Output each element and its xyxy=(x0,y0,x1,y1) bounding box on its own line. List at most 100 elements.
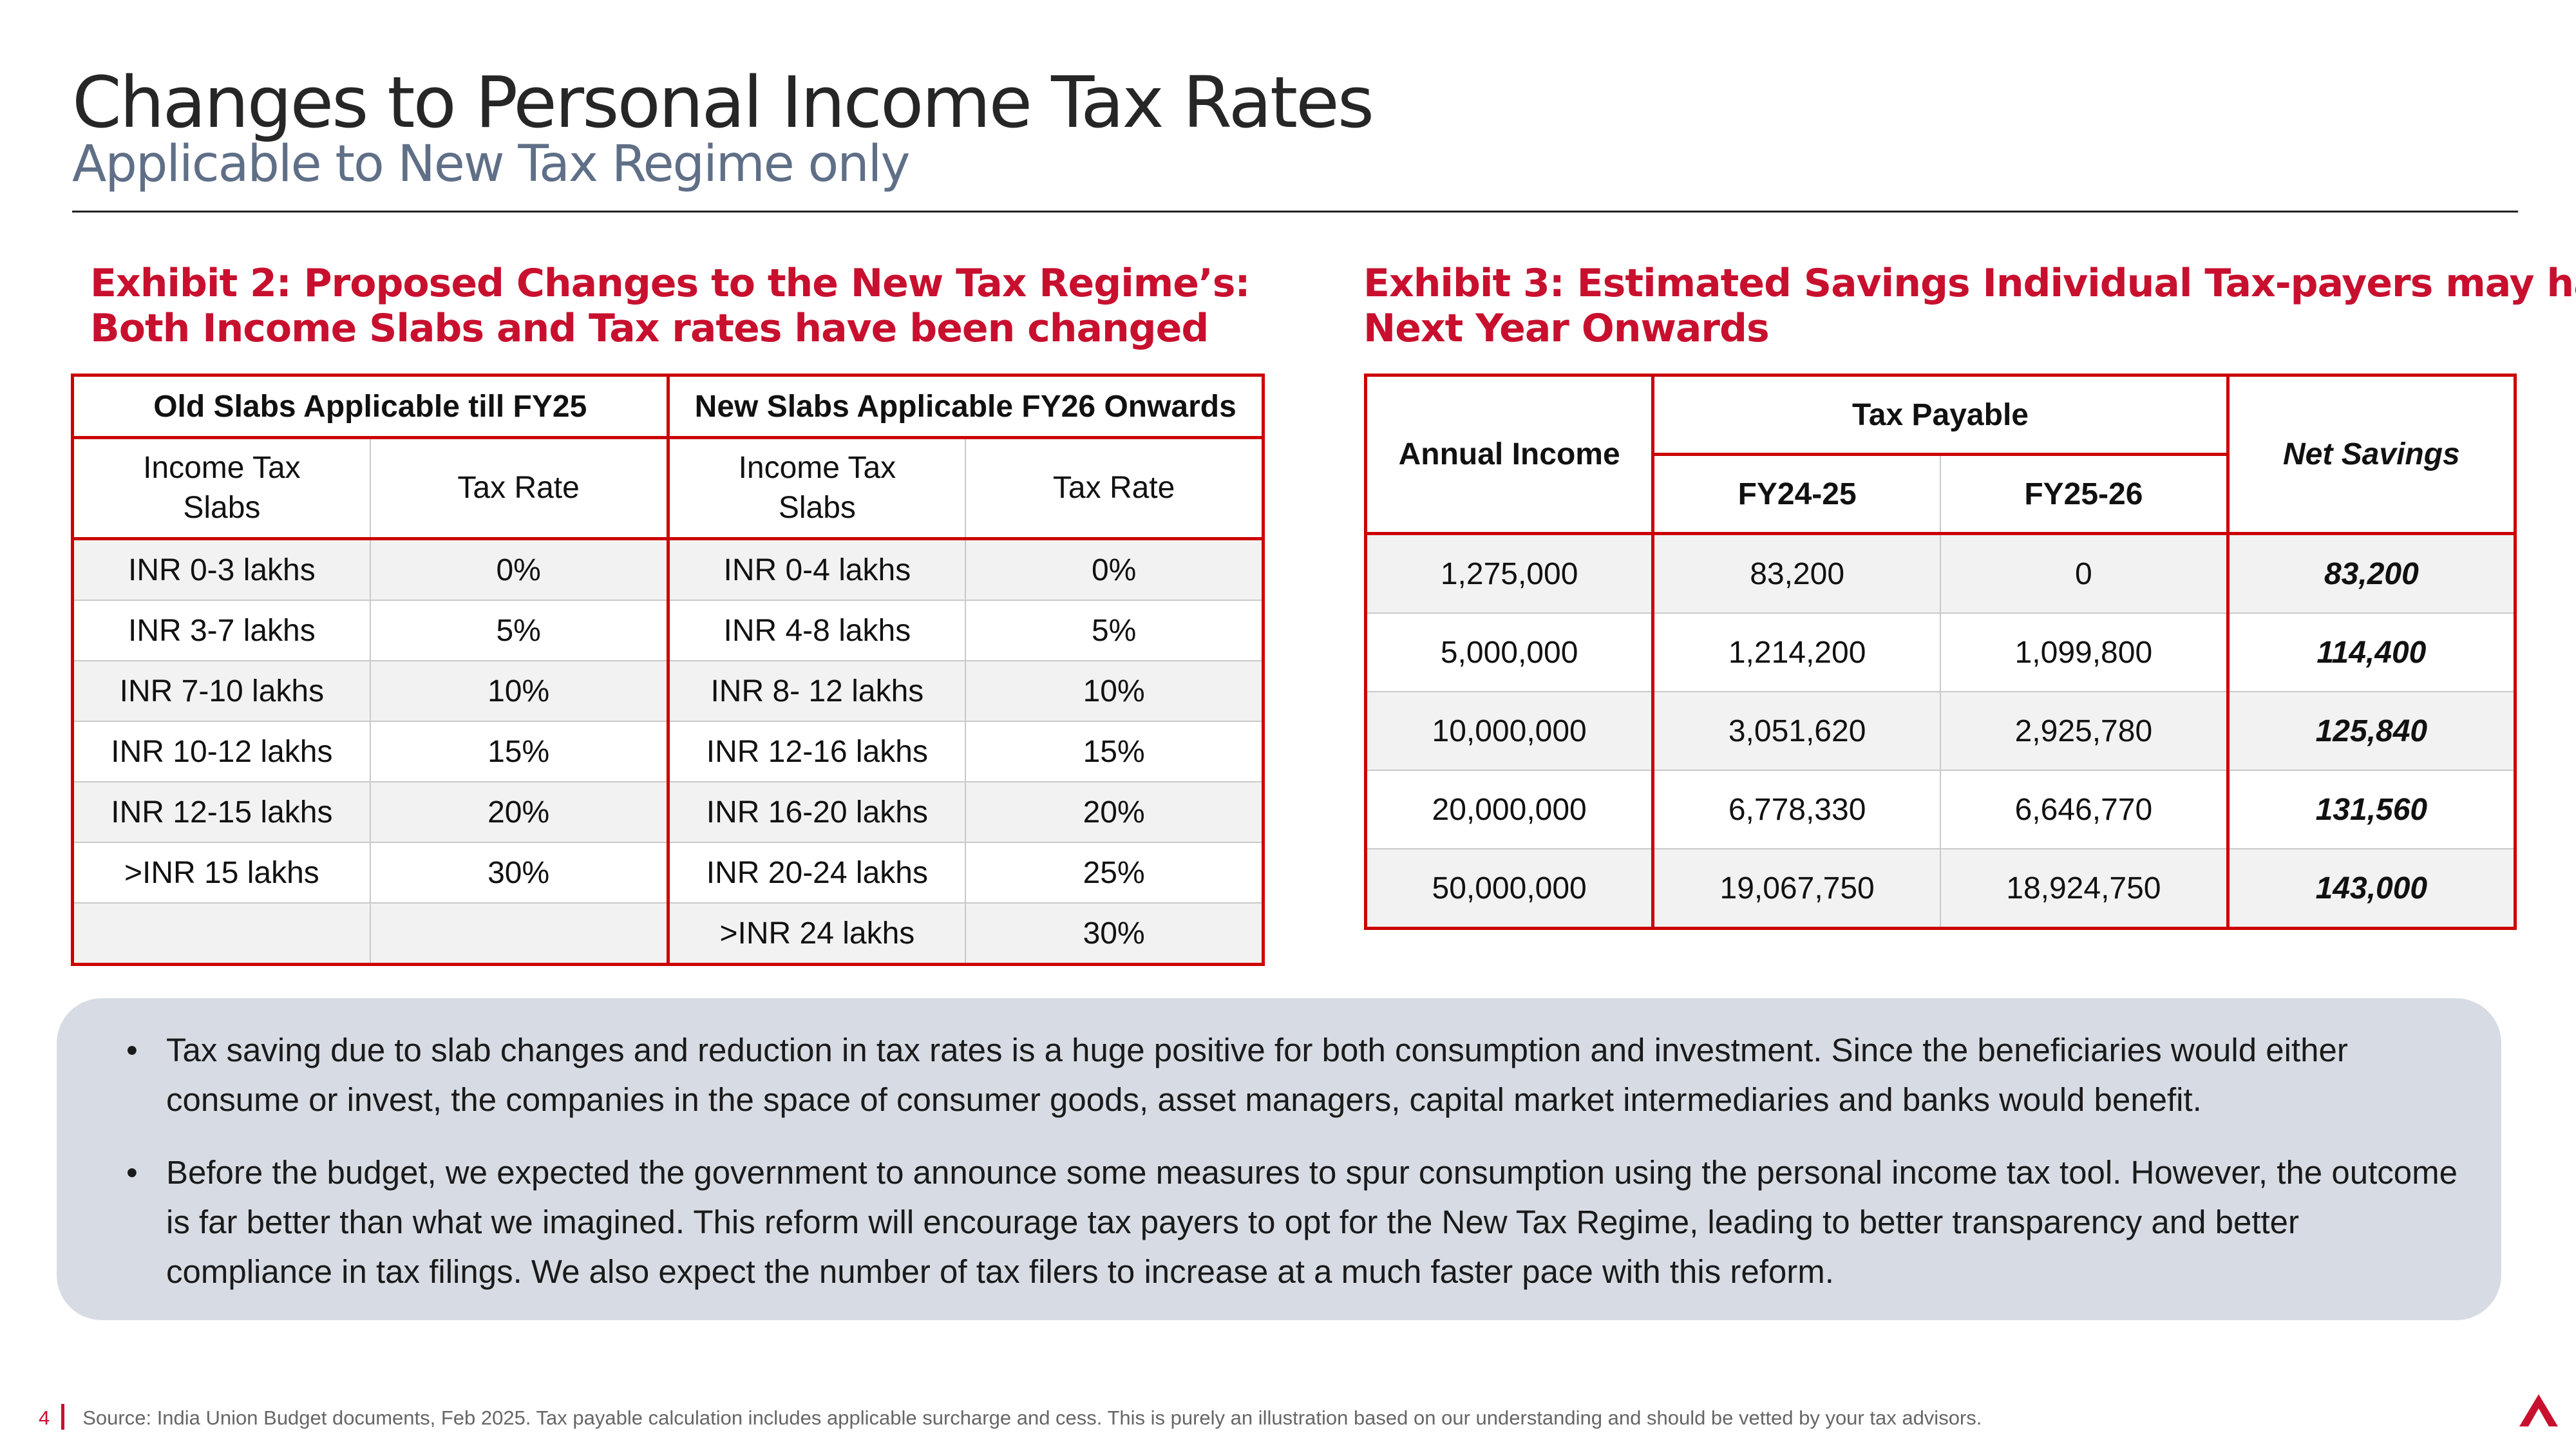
fy2526-cell: 1,099,800 xyxy=(1940,613,2230,692)
exhibit3-title-line2: Next Year Onwards xyxy=(1363,306,1770,351)
page-title: Changes to Personal Income Tax Rates xyxy=(72,61,1374,144)
old-rate-cell: 15% xyxy=(370,721,670,782)
new-slab-cell: INR 16-20 lakhs xyxy=(668,782,967,843)
new-rate-col-header: Tax Rate xyxy=(965,437,1264,540)
exhibit3-title-line1: Exhibit 3: Estimated Savings Individual … xyxy=(1363,261,2576,306)
new-slab-cell: INR 8- 12 lakhs xyxy=(668,661,967,722)
bullet-text: Before the budget, we expected the gover… xyxy=(166,1154,2458,1290)
page-subtitle: Applicable to New Tax Regime only xyxy=(72,135,910,193)
new-slab-cell: INR 0-4 lakhs xyxy=(668,538,967,601)
table-row: 50,000,000 19,067,750 18,924,750 143,000 xyxy=(1365,849,2515,929)
table-row: INR 3-7 lakhs 5% INR 4-8 lakhs 5% xyxy=(72,600,1264,661)
fy2425-cell: 19,067,750 xyxy=(1653,849,1942,929)
net-savings-cell: 125,840 xyxy=(2228,692,2515,771)
new-rate-cell: 25% xyxy=(965,842,1264,904)
exhibit3-header-row1: Annual Income Tax Payable Net Savings xyxy=(1365,375,2515,535)
table-row: >INR 24 lakhs 30% xyxy=(72,903,1264,965)
net-savings-cell: 131,560 xyxy=(2228,770,2515,849)
fy2425-cell: 83,200 xyxy=(1653,533,1942,614)
table-row: 10,000,000 3,051,620 2,925,780 125,840 xyxy=(1365,692,2515,771)
exhibit3-header-row2: FY24-25 FY25-26 xyxy=(1366,454,2515,535)
new-rate-cell: 15% xyxy=(965,721,1264,782)
table-row: INR 7-10 lakhs 10% INR 8- 12 lakhs 10% xyxy=(72,661,1264,722)
fy2425-header: FY24-25 xyxy=(1653,454,1942,535)
new-slab-cell: INR 12-16 lakhs xyxy=(668,721,967,782)
old-slab-cell: >INR 15 lakhs xyxy=(72,842,371,904)
old-rate-cell xyxy=(370,903,670,965)
source-note: Source: India Union Budget documents, Fe… xyxy=(82,1406,1982,1429)
net-savings-cell: 114,400 xyxy=(2228,613,2515,692)
income-cell: 10,000,000 xyxy=(1365,692,1655,771)
new-slab-cell: >INR 24 lakhs xyxy=(668,903,967,965)
table-row: >INR 15 lakhs 30% INR 20-24 lakhs 25% xyxy=(72,842,1264,904)
fy2526-cell: 6,646,770 xyxy=(1940,770,2230,849)
income-cell: 1,275,000 xyxy=(1365,533,1655,614)
net-savings-cell: 83,200 xyxy=(2228,533,2515,614)
old-slabs-col-header: Income Tax Slabs xyxy=(72,437,371,540)
old-rate-col-header: Tax Rate xyxy=(370,437,670,540)
new-slab-cell: INR 20-24 lakhs xyxy=(668,842,967,904)
exhibit3-table: Annual Income Tax Payable Net Savings FY… xyxy=(1364,374,2517,930)
new-rate-cell: 30% xyxy=(965,903,1264,965)
old-rate-cell: 10% xyxy=(370,661,670,722)
table-row: INR 12-15 lakhs 20% INR 16-20 lakhs 20% xyxy=(72,782,1264,843)
net-savings-cell: 143,000 xyxy=(2228,849,2515,929)
page-number: 4 xyxy=(39,1406,50,1429)
tax-payable-header: Tax Payable xyxy=(1653,375,2230,456)
old-slabs-col-line1: Income Tax xyxy=(143,451,301,485)
new-slabs-col-line2: Slabs xyxy=(778,491,856,525)
brand-chevron-logo-icon xyxy=(2519,1394,2558,1426)
exhibit2-title-line1: Exhibit 2: Proposed Changes to the New T… xyxy=(90,261,1250,306)
old-rate-cell: 5% xyxy=(370,600,670,661)
bullet-text: Tax saving due to slab changes and reduc… xyxy=(166,1032,2348,1118)
old-rate-cell: 20% xyxy=(370,782,670,843)
footer-divider xyxy=(61,1404,65,1430)
new-rate-cell: 5% xyxy=(965,600,1264,661)
income-cell: 20,000,000 xyxy=(1365,770,1655,849)
exhibit2-title-line2: Both Income Slabs and Tax rates have bee… xyxy=(90,306,1209,351)
exhibit2-group-header: Old Slabs Applicable till FY25 New Slabs… xyxy=(72,375,1264,439)
table-row: 5,000,000 1,214,200 1,099,800 114,400 xyxy=(1365,613,2515,692)
fy2526-header: FY25-26 xyxy=(1940,454,2230,535)
new-rate-cell: 0% xyxy=(965,538,1264,601)
footer: 4 Source: India Union Budget documents, F… xyxy=(39,1404,1982,1430)
net-savings-header: Net Savings xyxy=(2228,375,2515,535)
old-slab-cell: INR 12-15 lakhs xyxy=(72,782,371,843)
notes-panel: • Tax saving due to slab changes and red… xyxy=(57,998,2501,1320)
old-slab-cell: INR 0-3 lakhs xyxy=(72,538,371,601)
fy2526-cell: 0 xyxy=(1940,533,2230,614)
fy2526-cell: 18,924,750 xyxy=(1940,849,2230,929)
exhibit2-title: Exhibit 2: Proposed Changes to the New T… xyxy=(90,261,1301,351)
income-cell: 5,000,000 xyxy=(1365,613,1655,692)
old-slabs-col-line2: Slabs xyxy=(183,491,261,525)
old-slab-cell: INR 10-12 lakhs xyxy=(72,721,371,782)
new-rate-cell: 10% xyxy=(965,661,1264,722)
old-slab-cell: INR 3-7 lakhs xyxy=(72,600,371,661)
income-cell: 50,000,000 xyxy=(1365,849,1655,929)
table-row: INR 0-3 lakhs 0% INR 0-4 lakhs 0% xyxy=(72,538,1264,601)
fy2526-cell: 2,925,780 xyxy=(1940,692,2230,771)
table-row: 1,275,000 83,200 0 83,200 xyxy=(1365,533,2515,614)
list-item: • Before the budget, we expected the gov… xyxy=(95,1148,2463,1296)
old-rate-cell: 30% xyxy=(370,842,670,904)
fy2425-cell: 1,214,200 xyxy=(1653,613,1942,692)
new-slab-cell: INR 4-8 lakhs xyxy=(668,600,967,661)
new-slabs-col-header: Income Tax Slabs xyxy=(668,437,967,540)
exhibit2-table: Old Slabs Applicable till FY25 New Slabs… xyxy=(71,374,1265,966)
fy2425-cell: 3,051,620 xyxy=(1653,692,1942,771)
new-slabs-col-line1: Income Tax xyxy=(738,451,896,485)
table-row: INR 10-12 lakhs 15% INR 12-16 lakhs 15% xyxy=(72,721,1264,782)
annual-income-header: Annual Income xyxy=(1365,375,1655,535)
new-slabs-header: New Slabs Applicable FY26 Onwards xyxy=(668,375,1264,439)
exhibit3-title: Exhibit 3: Estimated Savings Individual … xyxy=(1363,261,2576,351)
exhibit2-column-header: Income Tax Slabs Tax Rate Income Tax Slabs… xyxy=(72,437,1264,540)
header-divider xyxy=(72,211,2518,213)
table-row: 20,000,000 6,778,330 6,646,770 131,560 xyxy=(1365,770,2515,849)
new-rate-cell: 20% xyxy=(965,782,1264,843)
bullet-dot-icon: • xyxy=(126,1032,138,1068)
old-slab-cell xyxy=(72,903,371,965)
fy2425-cell: 6,778,330 xyxy=(1653,770,1942,849)
old-rate-cell: 0% xyxy=(370,538,670,601)
old-slab-cell: INR 7-10 lakhs xyxy=(72,661,371,722)
old-slabs-header: Old Slabs Applicable till FY25 xyxy=(72,375,670,439)
